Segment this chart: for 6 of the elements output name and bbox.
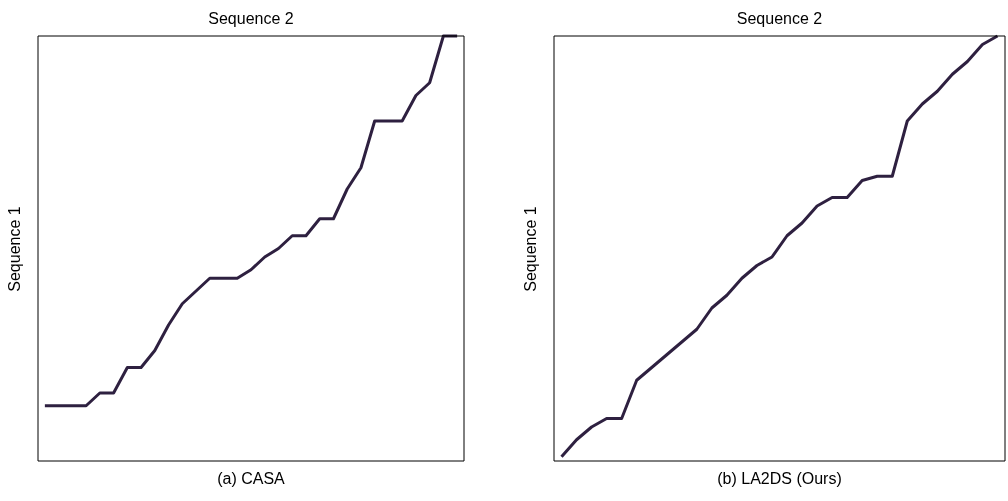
chart-title: Sequence 2 [207, 10, 295, 28]
chart-title: Sequence 2 [735, 10, 824, 28]
x-axis-title: (b) LA2DS (Ours) [716, 470, 843, 488]
x-axis-title: (a) CASA [216, 470, 286, 488]
y-axis-title: Sequence 1 [522, 205, 540, 292]
y-axis-title: Sequence 1 [6, 205, 24, 292]
